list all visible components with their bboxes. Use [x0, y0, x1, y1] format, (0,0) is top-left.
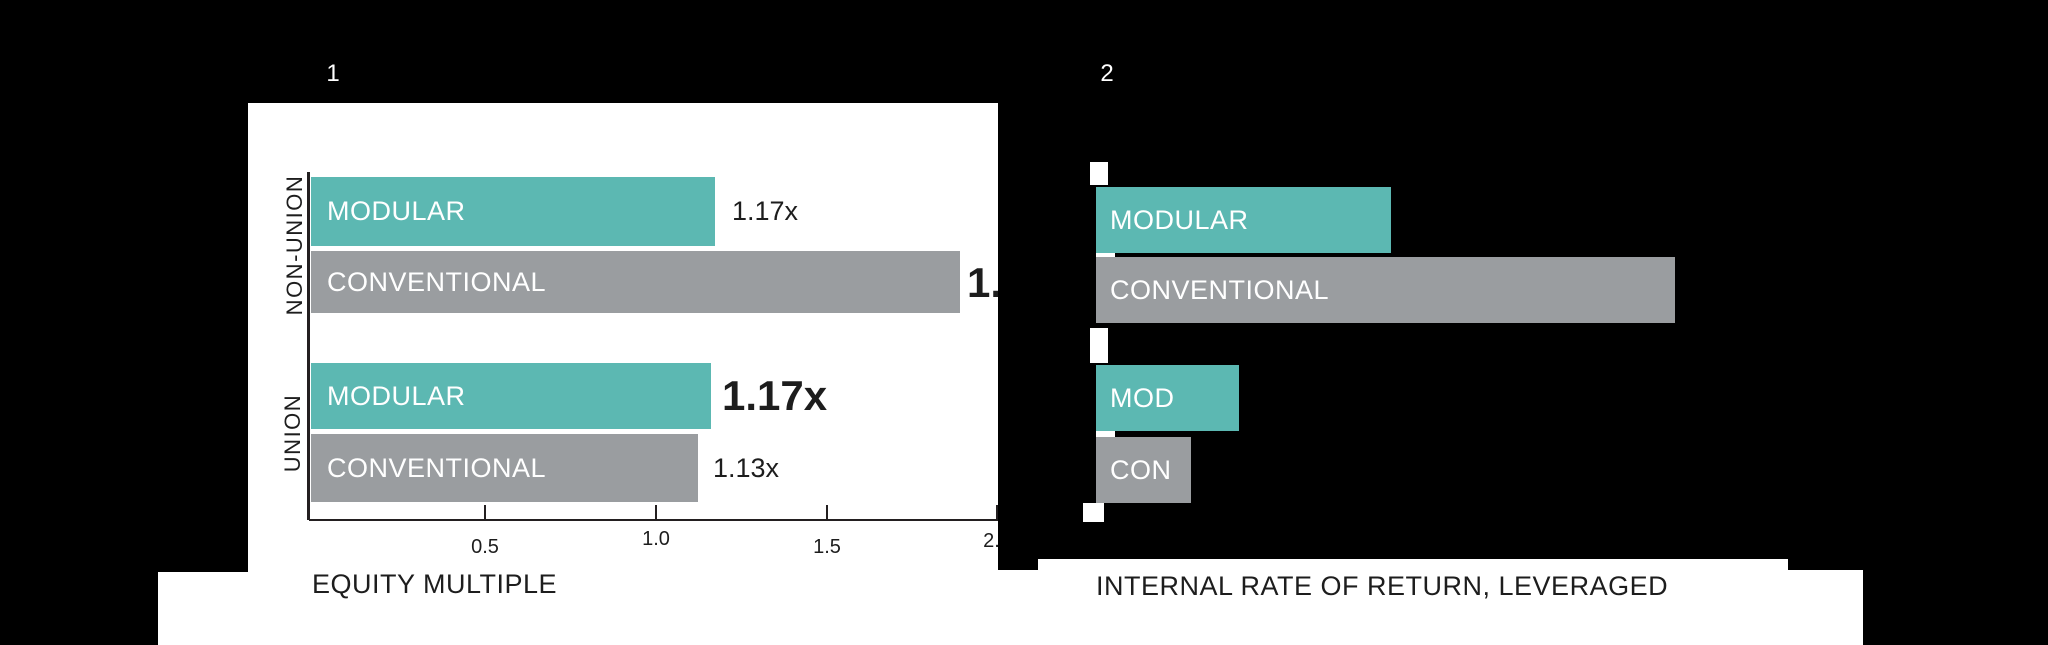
group-label-non-union: NON-UNION	[282, 174, 307, 316]
x-axis-line	[309, 519, 998, 521]
bar-irr-non-union-modular: MODULAR	[1096, 187, 1391, 253]
x-axis-tick	[826, 505, 828, 519]
bar-label: MOD	[1110, 382, 1175, 413]
bar-union-modular: MODULAR	[311, 363, 711, 429]
value-non-union-conventional: 1.9	[967, 259, 998, 306]
axis-fragment	[1090, 328, 1108, 363]
bar-irr-non-union-conventional: CONVENTIONAL	[1096, 257, 1675, 323]
bar-non-union-conventional: CONVENTIONAL	[311, 251, 960, 313]
bar-label: CONVENTIONAL	[327, 266, 547, 297]
x-tick-label-0-5: 0.5	[471, 536, 499, 558]
axis-fragment	[1083, 503, 1104, 522]
bar-non-union-modular: MODULAR	[311, 177, 715, 246]
x-axis-tick	[996, 505, 998, 519]
x-axis-tick	[484, 505, 486, 519]
bar-irr-union-conventional: CON	[1096, 437, 1191, 503]
bar-label: MODULAR	[1110, 204, 1249, 235]
bottom-strip-left	[158, 572, 248, 645]
bar-label: MODULAR	[327, 380, 466, 411]
x-tick-label-1-5: 1.5	[813, 536, 841, 558]
figure2-marker: 2	[1100, 60, 1114, 87]
x-axis-tick	[655, 505, 657, 519]
bottom-strip-right-tail	[1788, 570, 1863, 645]
x-tick-label-1-0: 1.0	[642, 528, 670, 550]
equity-multiple-chart: NON-UNION UNION MODULAR 1.17x CONVENTION…	[248, 103, 998, 645]
figure1-marker: 1	[326, 60, 340, 87]
bar-label: CON	[1110, 454, 1172, 485]
value-union-conventional: 1.13x	[713, 452, 780, 483]
bar-label: MODULAR	[327, 196, 466, 226]
group-label-union: UNION	[280, 393, 305, 473]
x-axis-title: EQUITY MULTIPLE	[312, 569, 558, 599]
bar-irr-union-modular: MOD	[1096, 365, 1239, 431]
axis-fragment	[1090, 162, 1108, 185]
bar-label: CONVENTIONAL	[327, 452, 547, 483]
bottom-strip-notch	[998, 570, 1038, 645]
axis-fragment	[1096, 253, 1115, 258]
y-axis-line	[307, 172, 310, 520]
value-union-modular: 1.17x	[722, 372, 828, 419]
axis-fragment	[1096, 431, 1115, 437]
bar-union-conventional: CONVENTIONAL	[311, 434, 698, 502]
x-tick-label-2-0: 2.0	[983, 530, 998, 552]
irr-axis-title: INTERNAL RATE OF RETURN, LEVERAGED	[1096, 571, 1669, 601]
value-non-union-modular: 1.17x	[732, 195, 799, 226]
bottom-strip-right	[1038, 559, 1788, 645]
bar-label: CONVENTIONAL	[1110, 274, 1330, 305]
